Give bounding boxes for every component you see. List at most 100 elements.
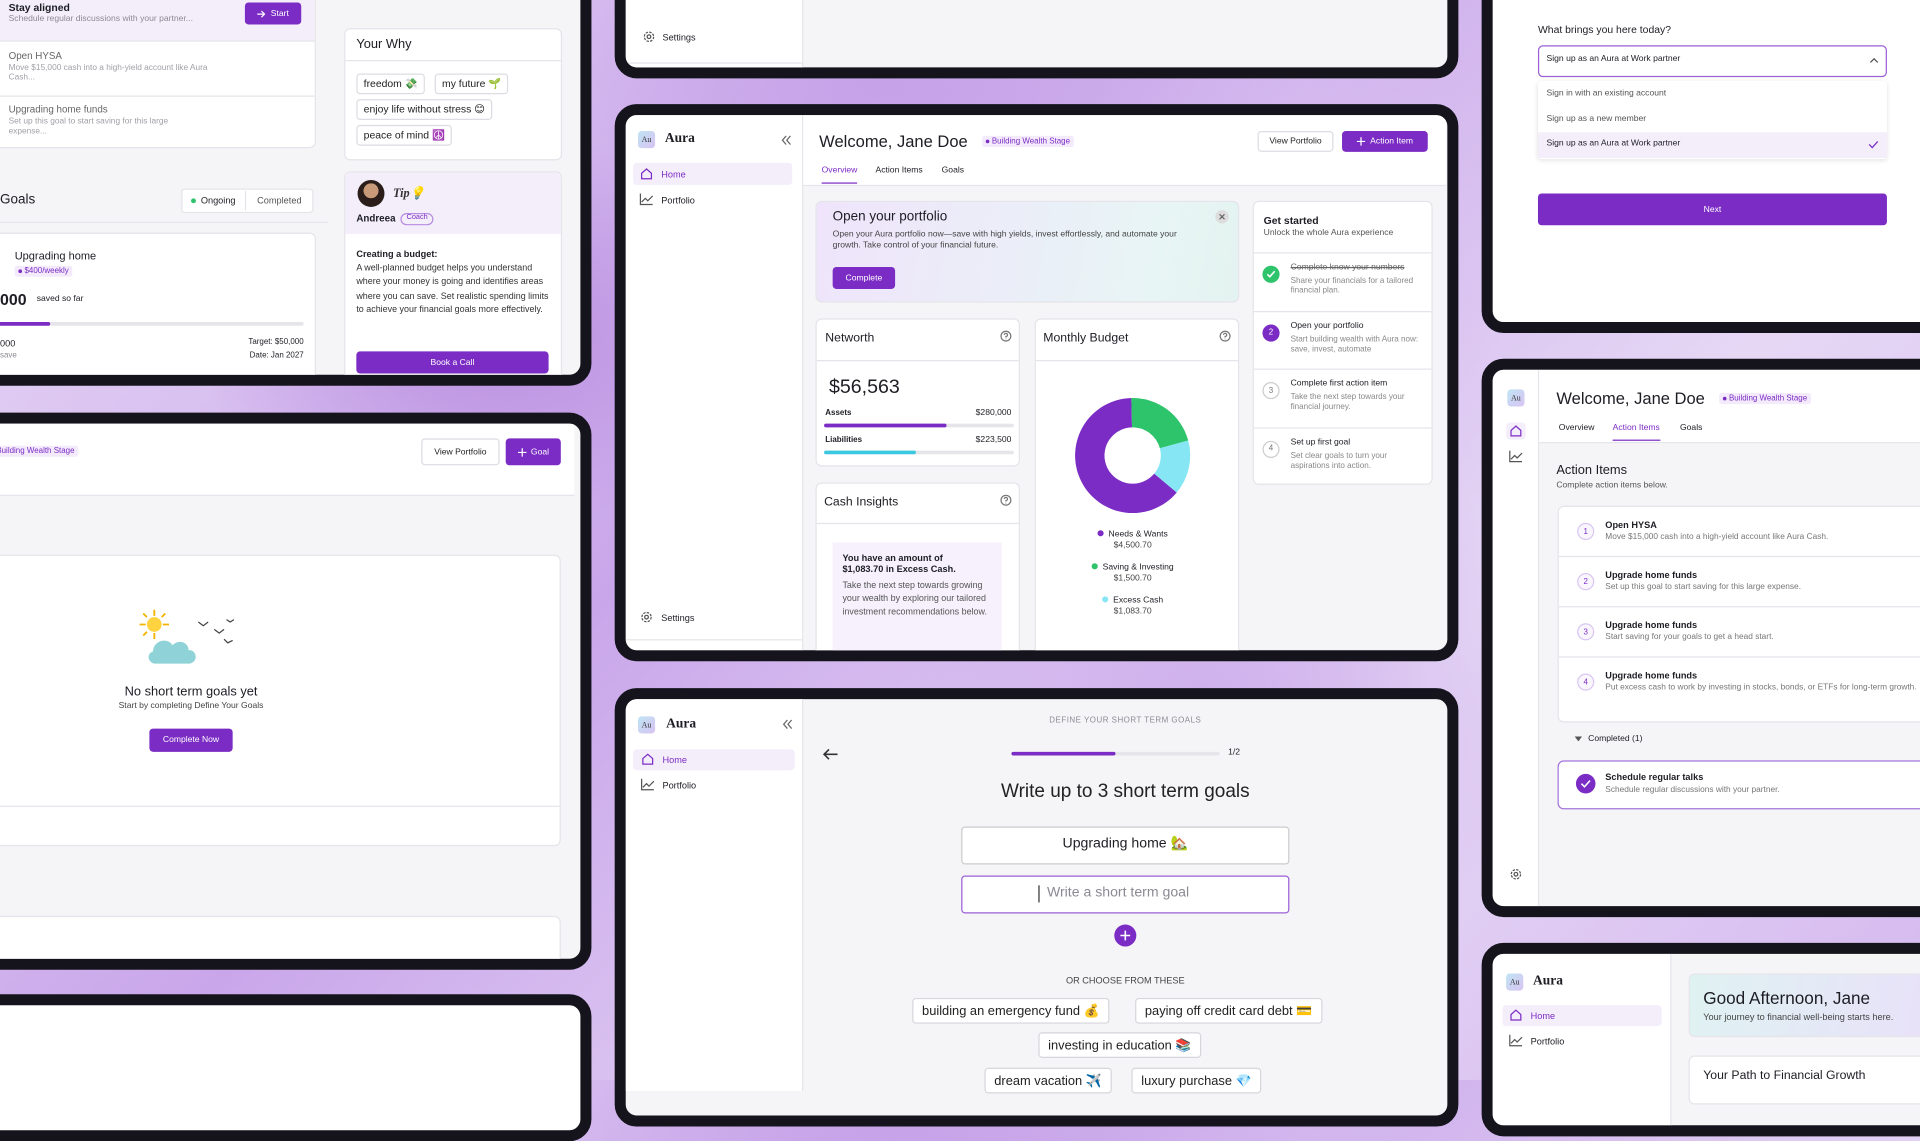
divider (1253, 310, 1432, 312)
decoration (517, 447, 527, 457)
decoration (643, 31, 655, 43)
bar-fill (824, 423, 947, 428)
filter-label[interactable]: Completed (257, 194, 302, 206)
nav-home[interactable]: Home (1530, 1010, 1556, 1022)
add-goal-button[interactable]: Goal (505, 438, 561, 466)
brand-logo: Au (1507, 389, 1525, 407)
saved-amount: 000 (0, 290, 27, 309)
option[interactable]: Sign up as an Aura at Work partner (1546, 139, 1681, 149)
settings-icon[interactable] (1510, 868, 1522, 880)
card-title: Cash Insights (824, 495, 899, 510)
tab[interactable]: Overview (1558, 423, 1595, 433)
nav-settings[interactable]: Settings (662, 31, 696, 43)
home-icon[interactable] (1510, 425, 1522, 437)
stage-badge: Building Wealth Stage (1719, 393, 1811, 405)
tab[interactable]: Action Items (875, 166, 923, 176)
nav-home[interactable]: Home (662, 754, 687, 766)
select-value: Sign up as an Aura at Work partner (1546, 55, 1681, 64)
tab-active[interactable]: Overview (821, 167, 858, 184)
close-icon[interactable] (1215, 209, 1230, 224)
suggestion-chip[interactable]: investing in education 📚 (1038, 1032, 1202, 1058)
tip-title: Tip💡 (393, 187, 425, 201)
banner-title: Open your portfolio (832, 209, 948, 225)
action-item-button[interactable]: Action Item (1342, 131, 1428, 152)
select[interactable] (1537, 45, 1887, 78)
nav-portfolio[interactable]: Portfolio (662, 780, 697, 792)
item-desc: Put excess cash to work by investing in … (1605, 683, 1917, 692)
tab[interactable]: Goals (1680, 423, 1703, 433)
decoration (1868, 141, 1879, 149)
collapse-icon[interactable] (781, 135, 791, 145)
divider (1558, 656, 1920, 658)
suggestion-chip[interactable]: luxury purchase 💎 (1131, 1067, 1262, 1094)
step-title: Complete know your numbers (1290, 263, 1405, 272)
nav-portfolio[interactable]: Portfolio (1530, 1035, 1565, 1047)
chart-icon[interactable] (1509, 450, 1523, 463)
insight-highlight: You have an amount of $1,083.70 in Exces… (842, 552, 956, 575)
divider (625, 62, 803, 64)
nav-home[interactable]: Home (661, 168, 686, 181)
stage-badge: Building Wealth Stage (982, 135, 1074, 147)
nav-settings[interactable]: Settings (661, 612, 695, 624)
device-frame: What brings you here today? Sign up as a… (1481, 0, 1920, 334)
check-circle (1262, 265, 1280, 283)
nav-active (633, 749, 795, 771)
divider (1253, 368, 1432, 370)
help-icon[interactable] (1219, 330, 1231, 342)
section-subtitle: Complete action items below. (1556, 481, 1668, 490)
step-title: Set up first goal (1290, 437, 1351, 447)
completed-item (1557, 760, 1920, 810)
complete-button[interactable]: Complete (832, 266, 896, 289)
divider (0, 221, 329, 223)
help-icon[interactable] (1000, 494, 1012, 506)
decoration (148, 640, 196, 664)
item-title: Upgrade home funds (1605, 619, 1698, 631)
book-call-button[interactable]: Book a Call (356, 351, 549, 374)
chevron-icon (1869, 57, 1879, 63)
step-number: 3 (1262, 382, 1280, 400)
view-portfolio-button[interactable]: View Portfolio (1257, 131, 1334, 152)
tab[interactable]: Goals (941, 166, 965, 176)
decoration (1120, 930, 1131, 941)
decoration (1580, 780, 1591, 788)
goal-input[interactable] (961, 826, 1290, 865)
plus-icon (1356, 137, 1366, 146)
progress-label: 1/2 (1228, 748, 1241, 757)
option[interactable]: Sign in with an existing account (1546, 89, 1667, 98)
why-tag: freedom 💸 (356, 73, 426, 95)
filter-active[interactable]: Ongoing (184, 191, 247, 211)
goal-target: Target: $50,000 (248, 337, 304, 347)
brand-name: Aura (666, 716, 697, 732)
device-frame: Au Aura Home Portfolio Settings Welcome,… (614, 104, 1459, 662)
nav-portfolio[interactable]: Portfolio (661, 194, 695, 206)
task-desc: Move $15,000 cash into a high-yield acco… (8, 63, 208, 83)
divider (1253, 426, 1432, 428)
add-goal-button[interactable] (1114, 924, 1137, 947)
screen: Au Aura Home Portfolio Good Afternoon, J… (1492, 953, 1920, 1126)
next-button[interactable]: Next (1537, 193, 1887, 226)
start-button[interactable]: Start (244, 2, 302, 25)
divider (816, 522, 1019, 525)
empty-desc: Start by completing Define Your Goals (118, 701, 264, 711)
help-icon[interactable] (1000, 330, 1012, 342)
back-arrow[interactable] (822, 748, 838, 760)
suggestion-chip[interactable]: paying off credit card debt 💳 (1135, 997, 1322, 1024)
decoration (1510, 425, 1522, 437)
legend-label: Excess Cash (1113, 596, 1164, 605)
home-icon (1510, 1009, 1522, 1021)
completed-toggle[interactable]: Completed (1) (1588, 734, 1643, 744)
suggestion-chip[interactable]: building an emergency fund 💰 (912, 997, 1110, 1024)
tab-active[interactable]: Action Items (1612, 424, 1660, 441)
suggestion-chip[interactable]: dream vacation ✈️ (984, 1067, 1112, 1094)
sidebar (1492, 369, 1540, 907)
goal-input[interactable] (961, 875, 1290, 914)
device-frame: Au Welcome, Jane Doe Building Wealth Sta… (1481, 358, 1920, 918)
brand-name: Aura (1533, 973, 1564, 989)
decoration (641, 778, 655, 791)
option-selected (1537, 132, 1887, 158)
option[interactable]: Sign up as a new member (1546, 115, 1647, 124)
collapse-icon[interactable] (782, 719, 793, 729)
view-portfolio-button[interactable]: View Portfolio (421, 438, 500, 466)
complete-now-button[interactable]: Complete Now (149, 728, 233, 752)
